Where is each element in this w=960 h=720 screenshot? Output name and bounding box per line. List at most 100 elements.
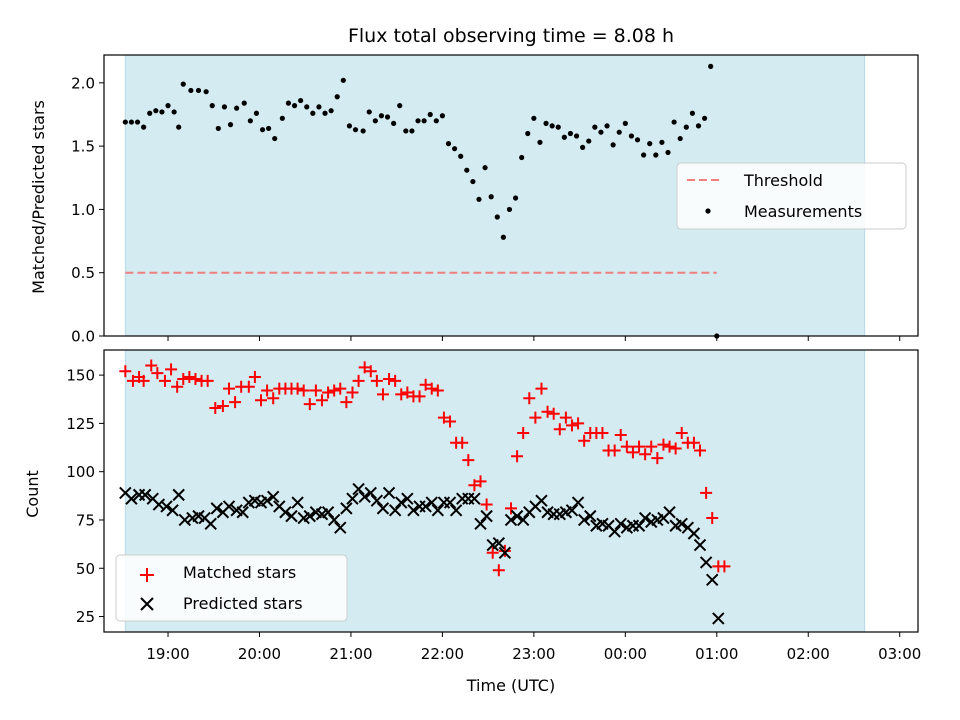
matched-star-point (633, 440, 646, 453)
measurement-point (234, 105, 240, 111)
predicted-star-point (492, 536, 506, 550)
bottom-legend: Matched stars Predicted stars (115, 554, 348, 622)
measurement-point (519, 154, 525, 161)
predicted-star-point (663, 506, 676, 519)
predicted-star-point (584, 509, 597, 523)
matched-star-point (462, 454, 475, 467)
top-panel: 0.0 0.5 1.0 1.5 2.0 Threshold Measurements (71, 54, 919, 346)
measurement-point (215, 125, 221, 132)
predicted-star-point (498, 546, 512, 560)
measurement-point (227, 122, 234, 128)
measurements-legend-label: Measurements (744, 202, 862, 221)
measurement-point (209, 103, 215, 109)
x-tick-label: 19:00 (146, 645, 189, 663)
bottom-plot-frame (103, 349, 919, 633)
measurement-point (134, 119, 141, 125)
matched-star-point (137, 374, 150, 387)
predicted-star-point (285, 509, 298, 523)
measurement-point (512, 195, 519, 201)
measurement-point (537, 139, 543, 145)
measurement-point (153, 108, 159, 114)
measurement-point (259, 127, 266, 133)
predicted-star-point (571, 496, 585, 509)
predicted-star-point (303, 509, 316, 523)
matched-star-point (444, 415, 457, 428)
measurement-point (488, 194, 494, 200)
matched-star-point (596, 427, 609, 440)
predicted-star-point (260, 494, 274, 507)
matched-star-point (209, 401, 222, 414)
matched-star-point (468, 479, 481, 492)
matched-star-point (565, 419, 578, 432)
measurement-point (403, 128, 409, 134)
measurement-point (241, 100, 247, 106)
measurement-point (433, 118, 439, 124)
measurement-point (415, 118, 421, 124)
predicted-star-point (172, 488, 185, 502)
matched-stars-legend-label: Matched stars (183, 563, 296, 582)
measurement-point (458, 153, 464, 159)
measurement-point (360, 128, 366, 134)
measurement-point (334, 94, 340, 100)
measurement-point (445, 141, 452, 147)
matched-star-point (151, 367, 164, 380)
predicted-star-point (346, 492, 359, 505)
matched-star-point (639, 448, 652, 461)
top-legend-box (676, 162, 907, 230)
measurement-point (159, 109, 165, 115)
measurement-point (279, 115, 285, 121)
matched-star-point (222, 382, 235, 395)
y-tick-label: 75 (76, 511, 95, 529)
threshold-legend-label: Threshold (743, 171, 823, 190)
matched-star-point (657, 438, 670, 451)
predicted-star-point (693, 538, 707, 552)
matched-star-point (687, 436, 700, 449)
x-tick-label: 23:00 (512, 645, 555, 663)
matched-star-point (559, 411, 572, 424)
measurement-point (634, 137, 641, 143)
measurement-point (171, 109, 177, 115)
x-tick-label: 03:00 (878, 645, 921, 663)
measurement-point (165, 103, 171, 109)
measurements-legend-swatch (705, 208, 711, 214)
measurement-point (272, 135, 278, 142)
predicted-star-point (712, 612, 725, 625)
measurement-point (659, 139, 665, 145)
measurement-point (604, 123, 610, 129)
measurement-point (340, 77, 346, 83)
measurement-point (610, 142, 616, 148)
matched-star-point (486, 546, 499, 559)
x-tick-label: 01:00 (695, 645, 738, 663)
predicted-star-point (364, 486, 377, 500)
measurement-point (525, 130, 531, 137)
measurement-point (494, 214, 500, 220)
matched-star-point (248, 371, 261, 384)
measurement-point (328, 108, 334, 114)
top-y-axis-label: Matched/Predicted stars (29, 100, 48, 294)
predicted-star-point (382, 486, 396, 500)
measurement-point (476, 196, 482, 202)
predicted-star-point (632, 519, 646, 532)
measurement-point (221, 104, 228, 110)
predicted-star-point (125, 492, 138, 505)
matched-star-point (229, 396, 242, 409)
predicted-star-point (152, 498, 166, 511)
measurement-point (122, 119, 128, 125)
matched-star-point (322, 386, 335, 399)
predicted-star-point (419, 500, 432, 513)
matched-star-point (663, 440, 676, 453)
measurement-point (586, 138, 592, 144)
predicted-star-point (370, 494, 384, 507)
measurement-point (677, 135, 683, 142)
measurement-point (543, 120, 549, 126)
matched-star-point (419, 378, 432, 391)
measurement-point (203, 89, 209, 95)
matched-star-point (346, 386, 359, 399)
bottom-panel: 25 50 75 100 125 150 19:00 20:00 21:00 22:00 23:00… (66, 349, 921, 663)
measurement-point (464, 167, 470, 173)
predicted-star-point (449, 504, 463, 517)
matched-star-point (535, 382, 548, 395)
predicted-star-point (401, 492, 414, 505)
predicted-star-point (468, 492, 481, 505)
x-tick-label: 00:00 (604, 645, 647, 663)
